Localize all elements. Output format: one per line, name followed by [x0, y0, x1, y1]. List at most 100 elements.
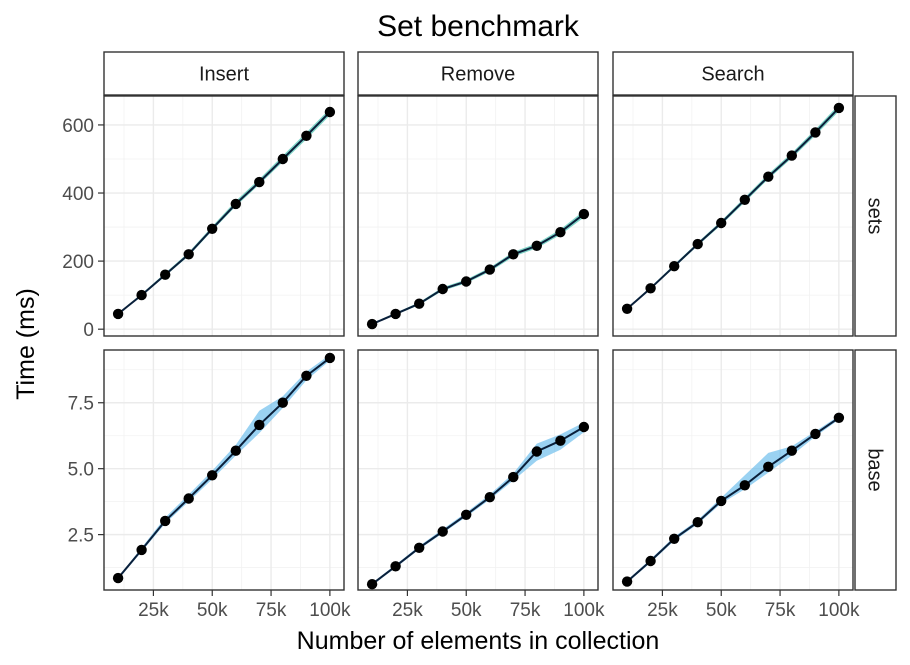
point-base-insert-7	[277, 397, 288, 408]
panel-sets-remove	[357, 95, 599, 337]
panel-sets-insert	[103, 95, 345, 337]
point-sets-insert-6	[254, 176, 265, 188]
point-base-remove-2	[414, 542, 425, 553]
chart-title: Set benchmark	[377, 10, 580, 43]
panel-background-base-search	[613, 350, 853, 590]
x-tick-label-search-3: 100k	[818, 600, 860, 621]
line-base-search	[626, 416, 840, 583]
point-sets-search-3	[692, 238, 703, 250]
line-base-insert	[117, 357, 331, 579]
point-base-remove-9	[578, 421, 590, 433]
x-tick-label-remove-3: 100k	[563, 600, 605, 621]
y-axis-title: Time (ms)	[12, 288, 40, 400]
point-sets-remove-0	[366, 318, 378, 330]
point-base-remove-6	[508, 471, 519, 483]
point-sets-search-5	[739, 194, 750, 205]
line-base-remove	[371, 426, 585, 585]
point-sets-insert-2	[160, 269, 171, 280]
x-tick-label-insert-2: 75k	[256, 600, 287, 621]
panel-border-sets-insert	[103, 95, 345, 337]
panel-base-insert	[103, 349, 345, 591]
y-tick-label-base-1: 5.0	[68, 460, 94, 481]
point-sets-remove-8	[555, 227, 566, 238]
point-base-insert-8	[301, 370, 312, 381]
point-sets-insert-1	[136, 289, 147, 301]
point-base-search-1	[645, 555, 656, 567]
strip-search	[612, 51, 854, 96]
line-sets-remove	[371, 213, 585, 326]
y-tick-label-sets-2: 400	[62, 184, 94, 205]
point-sets-insert-5	[230, 198, 241, 210]
y-tick-label-base-0: 2.5	[68, 526, 94, 547]
x-axis-title: Number of elements in collection	[297, 627, 660, 655]
point-sets-search-8	[810, 127, 821, 138]
point-base-remove-4	[461, 509, 472, 520]
point-sets-insert-7	[277, 153, 288, 165]
point-base-remove-1	[390, 561, 401, 572]
point-base-insert-4	[207, 470, 218, 481]
point-base-insert-3	[183, 493, 194, 504]
point-base-remove-3	[437, 526, 448, 537]
point-base-insert-5	[230, 445, 241, 456]
panel-border-base-remove	[357, 349, 599, 591]
point-sets-insert-3	[183, 249, 194, 260]
point-base-remove-5	[484, 492, 495, 503]
strip-label-insert: Insert	[199, 64, 249, 86]
point-base-search-5	[739, 480, 750, 491]
point-base-search-2	[669, 533, 680, 544]
y-tick-label-base-2: 7.5	[68, 394, 94, 415]
strip-sets	[854, 95, 897, 337]
panel-sets-search	[612, 95, 854, 337]
x-tick-label-insert-1: 50k	[197, 600, 228, 621]
point-sets-search-0	[621, 303, 633, 314]
panel-border-sets-remove	[357, 95, 599, 337]
line-sets-search	[626, 107, 840, 310]
strip-base	[854, 349, 897, 591]
point-base-remove-8	[555, 435, 566, 446]
x-tick-label-remove-0: 25k	[392, 600, 423, 621]
point-base-search-0	[621, 576, 633, 587]
y-tick-label-sets-1: 200	[62, 252, 94, 273]
point-base-search-4	[716, 495, 727, 507]
line-sets-insert	[117, 111, 331, 315]
point-sets-search-2	[669, 261, 680, 272]
x-tick-label-insert-3: 100k	[309, 600, 351, 621]
point-base-remove-7	[531, 446, 542, 457]
point-sets-search-1	[645, 283, 656, 294]
strip-label-remove: Remove	[441, 64, 515, 86]
point-sets-remove-2	[414, 298, 425, 309]
point-base-search-6	[763, 461, 774, 472]
strip-label-sets: sets	[864, 198, 886, 235]
point-base-insert-9	[324, 352, 336, 364]
x-tick-label-search-1: 50k	[706, 600, 737, 621]
point-base-search-3	[692, 517, 703, 528]
x-tick-label-search-2: 75k	[765, 600, 796, 621]
point-sets-remove-4	[461, 276, 472, 287]
y-tick-label-sets-3: 600	[62, 116, 94, 137]
point-base-insert-0	[112, 572, 124, 584]
point-sets-insert-0	[112, 308, 124, 320]
point-base-search-8	[810, 428, 821, 440]
x-tick-label-remove-2: 75k	[510, 600, 541, 621]
point-base-insert-2	[160, 515, 171, 527]
point-sets-insert-9	[324, 106, 336, 118]
panel-background-base-remove	[358, 350, 598, 590]
panel-border-base-search	[612, 349, 854, 591]
y-tick-label-sets-0: 0	[83, 320, 94, 341]
strip-label-search: Search	[701, 64, 764, 86]
panel-background-sets-remove	[358, 96, 598, 336]
panel-base-search	[612, 349, 854, 591]
panel-base-remove	[357, 349, 599, 591]
point-sets-insert-4	[207, 223, 218, 234]
band-base-search	[627, 415, 839, 583]
point-base-insert-1	[136, 544, 147, 556]
point-sets-remove-7	[531, 240, 542, 251]
panel-border-base-insert	[103, 349, 345, 591]
facet-panels: Insert Remove Search sets base 0 200 400 600 2.5 5…	[62, 51, 897, 621]
point-sets-insert-8	[301, 130, 312, 141]
point-sets-remove-5	[484, 264, 495, 275]
point-base-search-9	[833, 412, 845, 423]
x-tick-label-insert-0: 25k	[138, 600, 169, 621]
point-sets-search-4	[716, 217, 727, 229]
